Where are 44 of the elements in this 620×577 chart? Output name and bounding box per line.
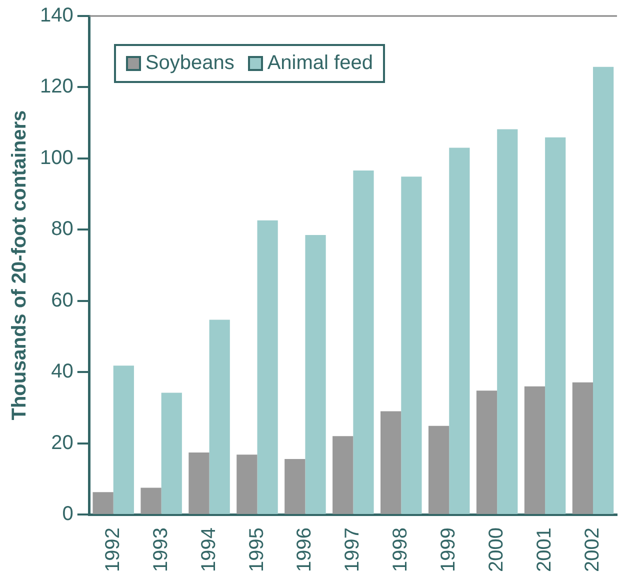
y-tick-label: 40 (51, 360, 74, 383)
x-tick-label: 1997 (342, 528, 364, 572)
bar (332, 436, 354, 514)
bar (380, 411, 402, 514)
bar (476, 390, 498, 514)
y-tick-label: 100 (40, 146, 74, 169)
x-tick-label: 2001 (534, 528, 556, 572)
bar (449, 148, 470, 514)
legend-label: Soybeans (145, 52, 234, 75)
bar (305, 234, 326, 514)
bar (92, 492, 114, 514)
bar (545, 137, 566, 514)
bar (401, 176, 422, 514)
bar (113, 366, 134, 514)
x-tick-label: 2000 (486, 528, 508, 572)
legend-label: Animal feed (267, 52, 373, 75)
bar (353, 170, 374, 514)
bar (428, 426, 450, 514)
y-tick-label: 80 (51, 218, 74, 240)
x-tick-label: 1996 (294, 528, 316, 572)
bar (572, 382, 593, 514)
bar (257, 220, 278, 514)
x-tick-label: 2002 (582, 528, 604, 572)
bar (188, 452, 210, 514)
y-tick-label: 20 (51, 432, 74, 454)
y-tick-label: 60 (51, 289, 74, 312)
x-tick-label: 1993 (150, 528, 172, 572)
x-tick-label: 1995 (246, 528, 268, 572)
bar (161, 392, 182, 514)
y-tick-label: 0 (62, 503, 74, 526)
x-tick-label: 1994 (198, 528, 220, 572)
bar (284, 458, 306, 514)
bar (236, 454, 258, 514)
x-tick-label: 1999 (438, 528, 460, 572)
bar (593, 66, 614, 514)
bar (140, 488, 162, 514)
y-axis-title: Thousands of 20-foot containers (8, 110, 31, 420)
x-tick-label: 1992 (102, 528, 124, 572)
y-tick-label: 120 (40, 76, 74, 98)
bar (209, 320, 230, 514)
bar (524, 386, 546, 514)
y-tick-label: 140 (40, 4, 74, 27)
x-tick-label: 1998 (390, 528, 412, 572)
bar (497, 129, 518, 514)
